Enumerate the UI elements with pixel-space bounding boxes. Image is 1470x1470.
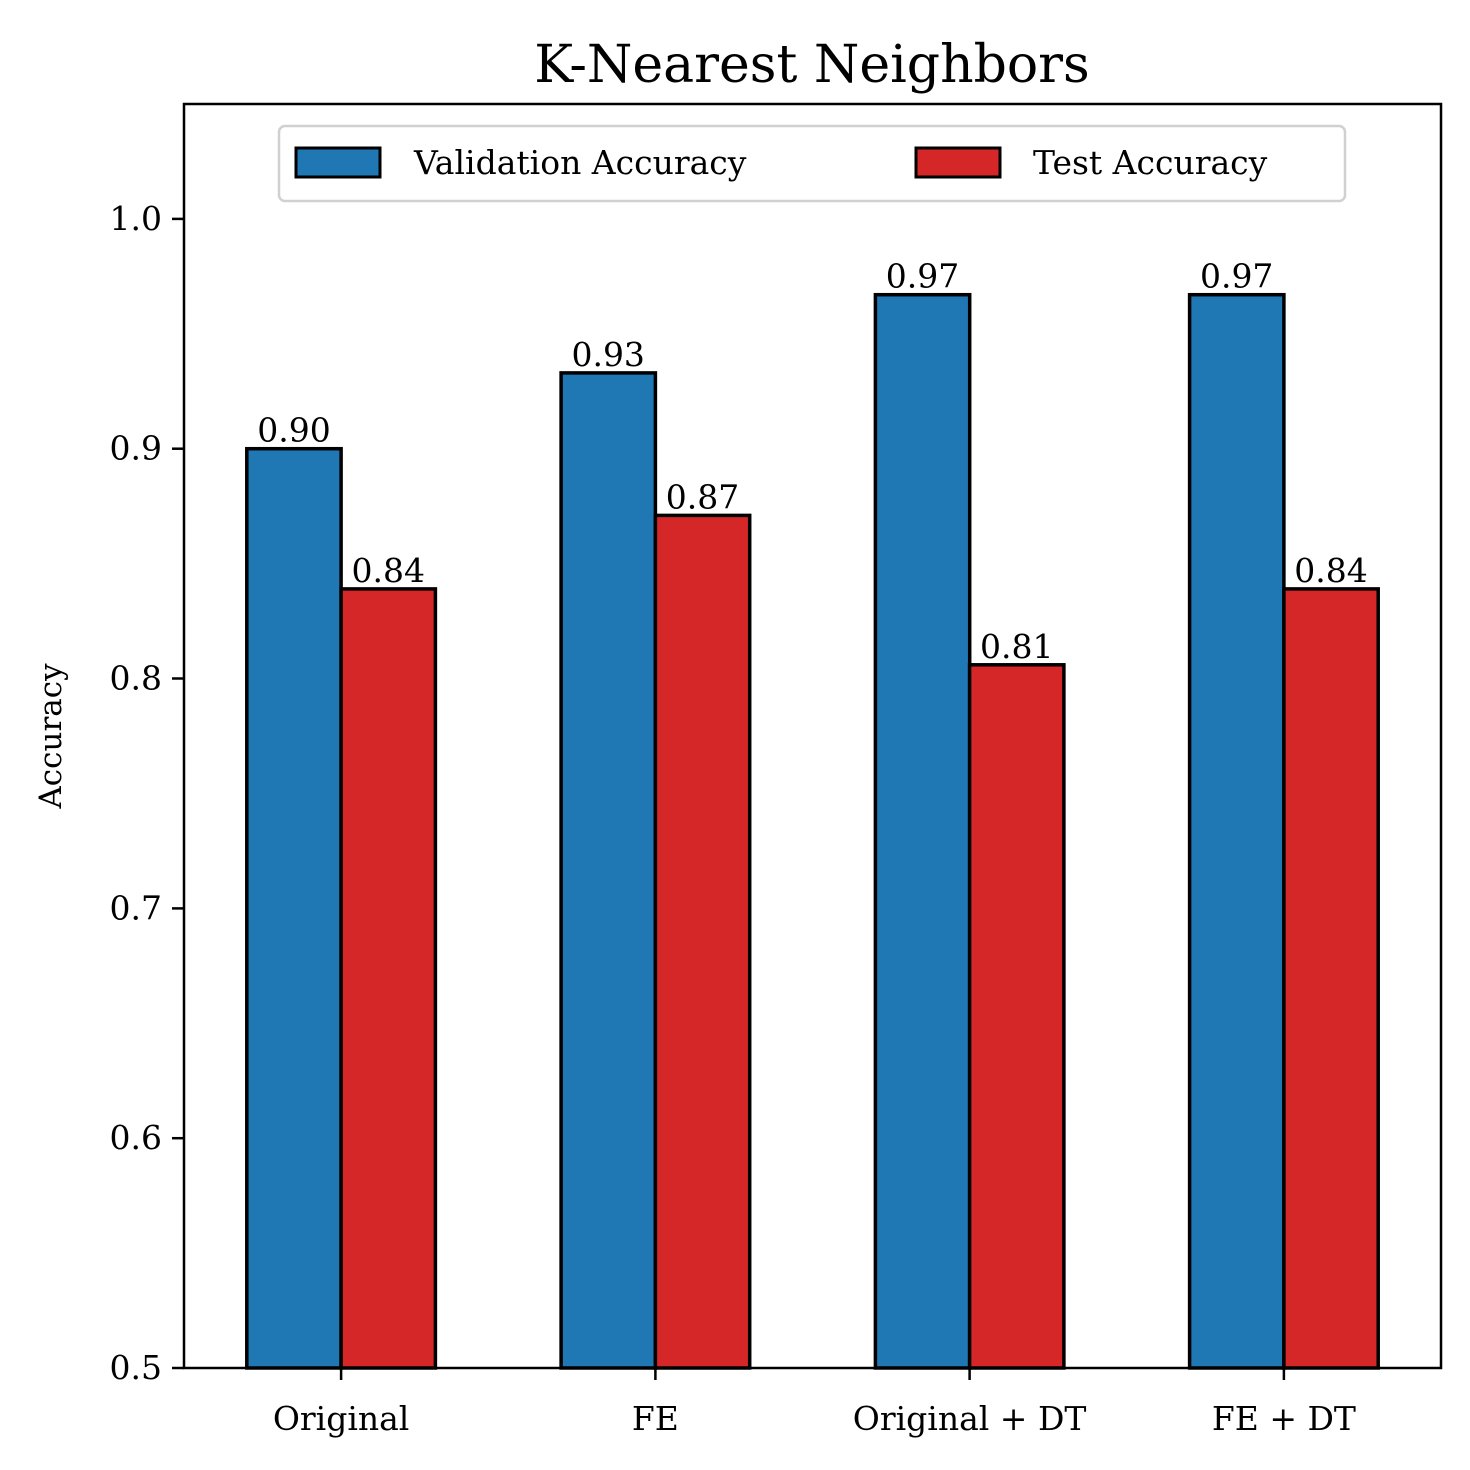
- legend-label-test: Test Accuracy: [1033, 143, 1268, 182]
- bar-test-2: [967, 663, 1066, 1370]
- y-tick-label-4: 0.9: [110, 429, 162, 468]
- bar-test-1: [653, 513, 752, 1370]
- y-tick-label-3: 0.8: [110, 659, 162, 698]
- x-tick-label-0: Original: [273, 1399, 410, 1438]
- bar-value-label-test-0: 0.84: [352, 551, 425, 590]
- plot-frame: [182, 102, 1443, 1370]
- bar-value-label-validation-3: 0.97: [1200, 257, 1273, 296]
- y-tick-label-2: 0.7: [110, 888, 162, 927]
- bar-labels-layer: 0.90 0.93 0.97 0.97 0.84 0.87 0.81 0.84: [257, 257, 1367, 666]
- x-tick-label-1: FE: [632, 1399, 679, 1438]
- y-axis: 0.5 0.6 0.7 0.8 0.9 1.0: [110, 199, 184, 1387]
- bar-value-label-validation-1: 0.93: [571, 335, 644, 374]
- bar-value-label-test-1: 0.87: [666, 477, 739, 516]
- legend-swatch-test: [914, 146, 1002, 179]
- bar-validation-3: [1187, 292, 1286, 1370]
- x-tick-label-2: Original + DT: [853, 1399, 1087, 1438]
- bar-value-label-validation-2: 0.97: [886, 257, 959, 296]
- bar-test-3: [1282, 587, 1380, 1370]
- bar-value-label-test-3: 0.84: [1294, 551, 1367, 590]
- legend-frame: [277, 124, 1347, 203]
- y-axis-label: Accuracy: [33, 663, 69, 810]
- y-tick-label-1: 0.6: [110, 1118, 162, 1157]
- legend: Validation Accuracy Test Accuracy: [277, 124, 1347, 203]
- y-tick-label-5: 1.0: [110, 199, 162, 238]
- y-tick-label-0: 0.5: [110, 1348, 162, 1387]
- chart-title: K-Nearest Neighbors: [534, 35, 1089, 95]
- legend-label-validation: Validation Accuracy: [413, 143, 747, 182]
- bar-validation-1: [559, 371, 658, 1370]
- bar-validation-0: [245, 446, 343, 1370]
- bars-layer: [245, 292, 1380, 1370]
- legend-swatch-validation: [294, 146, 382, 179]
- x-tick-label-3: FE + DT: [1212, 1399, 1356, 1438]
- bar-test-0: [339, 587, 438, 1370]
- bar-value-label-validation-0: 0.90: [257, 411, 330, 450]
- x-axis: Original FE Original + DT FE + DT: [273, 1368, 1356, 1438]
- bar-validation-2: [873, 292, 972, 1370]
- bar-value-label-test-2: 0.81: [980, 627, 1053, 666]
